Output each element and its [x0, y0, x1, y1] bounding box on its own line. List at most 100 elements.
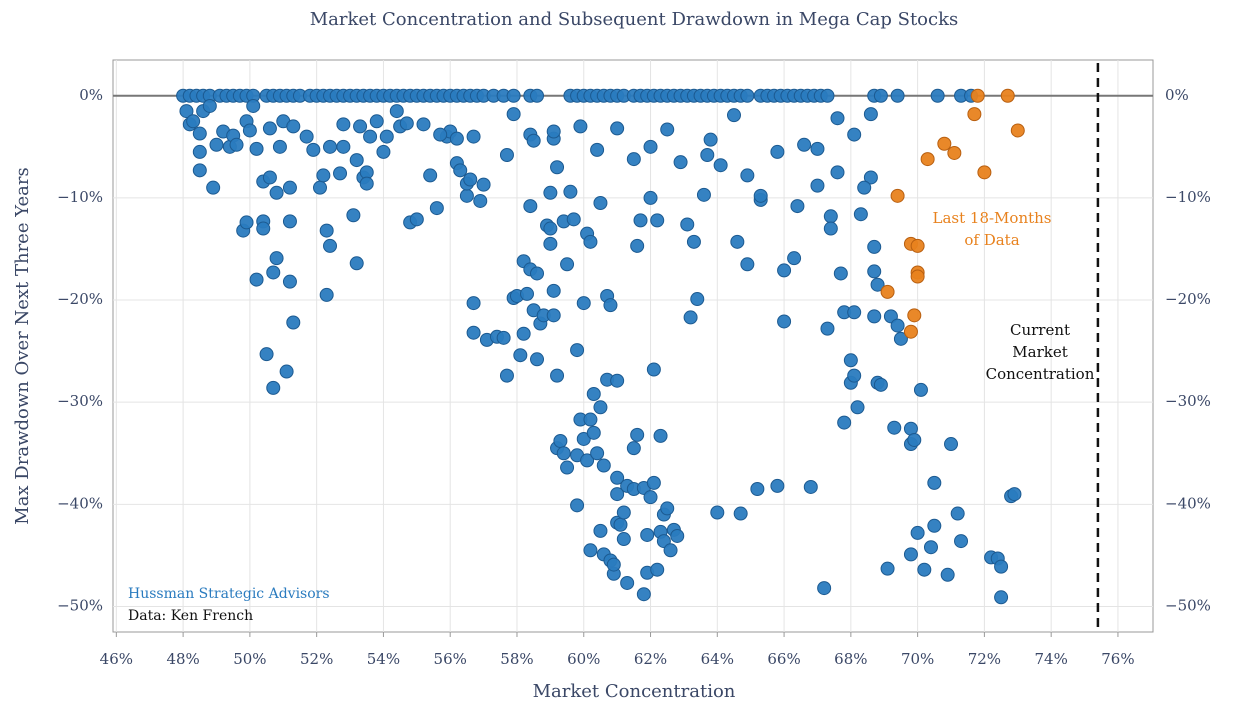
point: [429, 201, 444, 216]
point: [229, 137, 244, 152]
point: [269, 251, 284, 266]
point: [790, 199, 805, 214]
point: [249, 272, 264, 287]
point: [977, 165, 992, 180]
point: [930, 88, 945, 103]
point: [399, 116, 414, 131]
point: [927, 475, 942, 490]
point: [870, 277, 885, 292]
point: [950, 506, 965, 521]
point: [903, 547, 918, 562]
point: [867, 309, 882, 324]
point: [967, 107, 982, 122]
point: [336, 117, 351, 132]
point: [409, 212, 424, 227]
point: [543, 185, 558, 200]
point: [570, 343, 585, 358]
point: [913, 382, 928, 397]
point: [954, 534, 969, 549]
point: [777, 263, 792, 278]
point: [777, 314, 792, 329]
point: [206, 180, 221, 195]
point: [353, 119, 368, 134]
plot-frame: [112, 59, 1154, 633]
point: [282, 274, 297, 289]
point: [466, 129, 481, 144]
point: [863, 170, 878, 185]
point: [616, 532, 631, 547]
y-tick-label-right: −40%: [1165, 494, 1211, 512]
point: [630, 427, 645, 442]
point: [576, 431, 591, 446]
point: [346, 208, 361, 223]
point: [890, 188, 905, 203]
point: [513, 348, 528, 363]
y-tick-label: −40%: [57, 494, 103, 512]
point: [563, 184, 578, 199]
point: [633, 213, 648, 228]
point: [249, 141, 264, 156]
point: [857, 180, 872, 195]
point: [576, 296, 591, 311]
point: [873, 88, 888, 103]
point: [363, 129, 378, 144]
point: [660, 122, 675, 137]
y-tick-label-right: −10%: [1165, 188, 1211, 206]
point: [209, 137, 224, 152]
point: [506, 107, 521, 122]
point: [636, 587, 651, 602]
point: [646, 362, 661, 377]
point: [463, 172, 478, 187]
point: [703, 132, 718, 147]
point: [994, 590, 1009, 605]
point: [506, 88, 521, 103]
point: [593, 523, 608, 538]
x-tick-label: 76%: [1101, 650, 1134, 668]
point: [359, 176, 374, 191]
point: [516, 326, 531, 341]
point: [590, 142, 605, 157]
x-tick-label: 56%: [434, 650, 467, 668]
point: [797, 137, 812, 152]
point: [696, 187, 711, 202]
reference-label: Market: [1012, 343, 1067, 361]
point: [740, 257, 755, 272]
point: [970, 88, 985, 103]
x-tick-label: 50%: [233, 650, 266, 668]
point: [202, 98, 217, 113]
point: [903, 324, 918, 339]
point: [556, 446, 571, 461]
point: [663, 543, 678, 558]
point: [259, 347, 274, 362]
point: [817, 581, 832, 596]
point: [530, 266, 545, 281]
point: [710, 505, 725, 520]
point: [376, 144, 391, 159]
point: [643, 139, 658, 154]
x-tick-label: 58%: [500, 650, 533, 668]
point: [379, 129, 394, 144]
x-tick-label: 64%: [701, 650, 734, 668]
point: [610, 470, 625, 485]
point: [560, 257, 575, 272]
point: [823, 209, 838, 224]
point: [873, 377, 888, 392]
point: [416, 117, 431, 132]
point: [333, 166, 348, 181]
point: [643, 190, 658, 205]
point: [863, 107, 878, 122]
point: [853, 207, 868, 222]
reference-label: Current: [1010, 321, 1070, 339]
point: [319, 287, 334, 302]
point: [683, 310, 698, 325]
point: [610, 487, 625, 502]
point: [336, 139, 351, 154]
point: [519, 286, 534, 301]
point: [730, 234, 745, 249]
point: [630, 238, 645, 253]
point: [583, 412, 598, 427]
y-tick-label-right: 0%: [1165, 86, 1189, 104]
point: [907, 308, 922, 323]
point: [837, 415, 852, 430]
